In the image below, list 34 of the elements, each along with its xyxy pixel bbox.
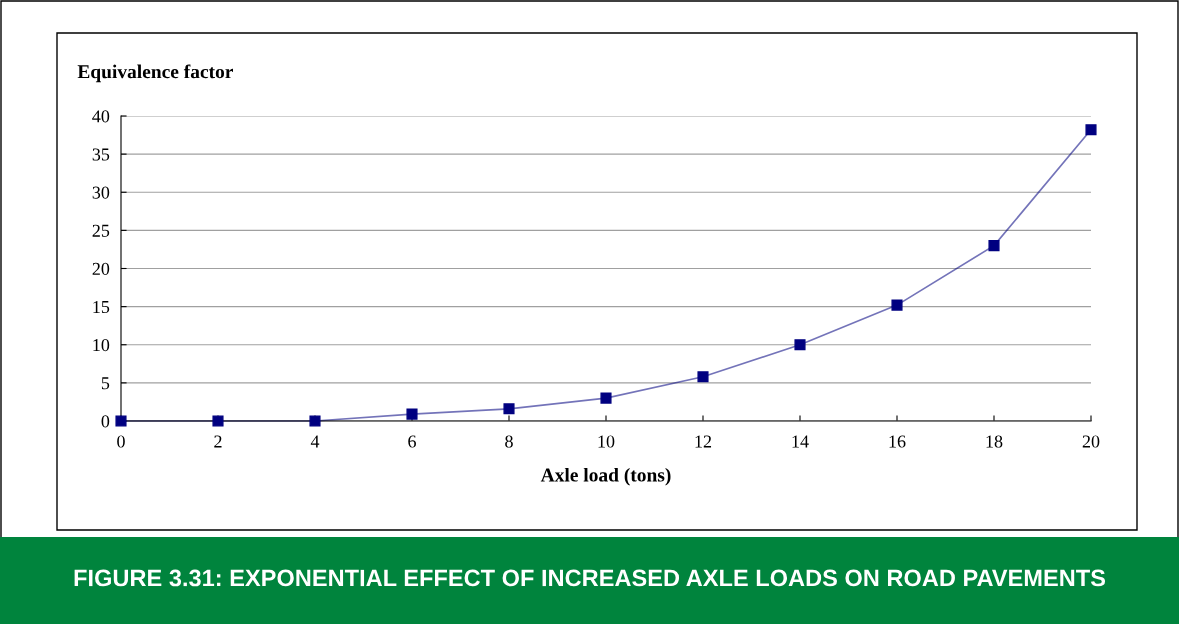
x-tick-label: 10: [598, 435, 615, 448]
point: [309, 415, 321, 427]
y-tick-label: 40: [92, 110, 110, 123]
point: [115, 415, 127, 427]
point: [794, 339, 806, 351]
x-tick-label: 18: [986, 435, 1003, 448]
point: [503, 403, 515, 415]
point: [406, 408, 418, 420]
point: [988, 240, 1000, 252]
point: [1085, 124, 1097, 136]
x-tick-label: 0: [117, 435, 125, 448]
y-tick-label: 10: [93, 339, 110, 352]
y-tick-label: 30: [92, 186, 110, 199]
point: [891, 299, 903, 311]
text: FIGURE 3.31: EXPONENTIAL EFFECT OF INCREASED AXLE LOADS ON ROAD PAVEMENTS: [74, 569, 1106, 587]
y-tick-label: 5: [101, 377, 110, 390]
y-tick-label: 35: [92, 148, 110, 161]
x-tick-label: 8: [505, 435, 513, 448]
x-tick-label: 20: [1082, 435, 1100, 448]
y-tick-label: 20: [92, 262, 110, 275]
y-axis-title: Equivalence factor: [77, 64, 233, 83]
point: [212, 415, 224, 427]
x-tick-label: 14: [792, 435, 809, 448]
x-tick-label: 16: [889, 435, 906, 448]
x-tick-label: 4: [310, 435, 320, 448]
point: [600, 392, 612, 404]
x-tick-label: 6: [408, 435, 416, 448]
y-tick-label: 15: [93, 300, 110, 314]
y-tick-label: 0: [101, 415, 110, 428]
x-tick-label: 2: [214, 435, 222, 448]
x-tick-label: 12: [695, 435, 712, 448]
y-tick-label: 25: [92, 224, 110, 237]
x-axis-title: Axle load (tons): [540, 467, 671, 486]
point: [697, 371, 709, 383]
